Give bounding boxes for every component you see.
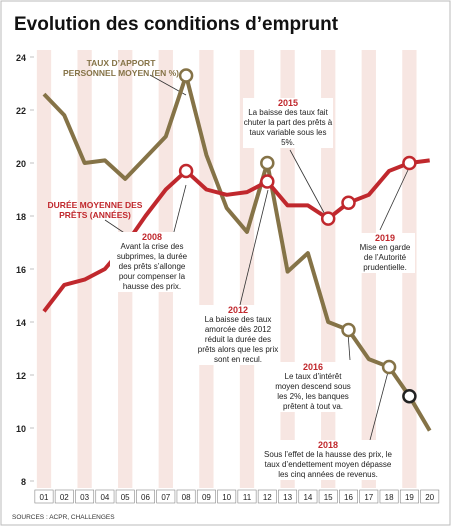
x-tick-label: 06 [141,493,150,502]
annotation-text: Sous l’effet de la hausse des prix, le t… [264,450,392,479]
annotation-title: 2019 [374,233,396,243]
x-tick-label: 08 [182,493,191,502]
y-tick-label: 20 [16,159,26,169]
x-tick-label: 16 [344,493,353,502]
marker [381,359,397,375]
x-tick-label: 07 [161,493,170,502]
y-tick-label: 24 [16,53,26,63]
annotation-text: Avant la crise des subprimes, la durée d… [116,242,188,291]
y-tick-label: 14 [16,318,26,328]
stripe [239,50,255,488]
x-tick-box [136,489,155,504]
annotation: 2008 Avant la crise des subprimes, la dur… [110,232,194,292]
marker [341,195,356,210]
x-tick-label: 01 [40,493,49,502]
x-tick-box [34,489,54,504]
source: SOURCES : ACPR, CHALLENGES [12,514,115,521]
annotation-title: 2018 [317,440,339,450]
leaders [104,74,409,441]
x-tick-label: 19 [405,493,414,502]
x-tick-label: 05 [121,493,130,502]
x-tick-label: 18 [385,493,394,502]
series-line [42,73,432,432]
x-tick-label: 17 [364,493,373,502]
x-tick-box [95,489,115,504]
marker [320,211,336,226]
x-tick-box [278,489,298,504]
x-tick-box [339,489,358,504]
marker [260,174,275,189]
x-tick-label: 14 [303,493,312,502]
y-tick-label: 8 [21,477,26,487]
x-tick-box [196,489,216,504]
x-tick-box [217,489,237,504]
y-tick-label: 12 [16,371,26,381]
annotation-text: Mise en garde de l’Autorité prudentielle… [359,243,411,272]
chart-title: Evolution des conditions d’emprunt [14,14,339,35]
x-tick-label: 20 [425,493,434,502]
marker [341,322,356,338]
x-tick-box [420,489,440,504]
marker [178,68,194,83]
annotation-title: 2015 [277,98,299,108]
annotation: 2012 La baisse des taux amorcée dès 2012 … [196,305,280,365]
marker [178,163,194,179]
annotation-text: Le taux d’intérêt moyen descend sous les… [275,372,351,411]
stripe [36,50,52,488]
annotation-title: 2012 [227,305,249,315]
annotation: 2019 Mise en garde de l’Autorité prudenti… [355,233,415,273]
x-tick-label: 09 [202,493,211,502]
annotation: 2018 Sous l’effet de la hausse des prix, … [263,440,393,480]
x-tick-label: 13 [283,493,292,502]
x-tick-box [54,489,74,504]
annotation-title: 2008 [141,232,163,242]
marker [402,155,417,171]
x-tick-label: 03 [80,493,89,502]
annotation: 2015 La baisse des taux fait chuter la pa… [243,98,333,148]
marker [402,388,417,404]
x-tick-box [298,489,318,504]
stripe [77,50,92,488]
annotation-text: La baisse des taux amorcée dès 2012 rédu… [197,315,279,364]
y-tick-label: 16 [16,265,26,275]
x-tick-box [156,489,176,504]
y-tick-label: 18 [16,212,26,222]
x-tick-box [359,489,379,504]
x-tick-box [115,489,135,504]
series-label: TAUX D’APPORT PERSONNEL MOYEN (EN %) [62,58,180,78]
x-tick-box [379,489,399,504]
x-tick-box [399,489,419,504]
x-tick-box [237,489,257,504]
annotation: 2016 Le taux d’intérêt moyen descend sous… [272,362,354,412]
x-tick-label: 02 [60,493,69,502]
series-line [42,158,430,313]
series-label: DURÉE MOYENNE DES PRÊTS (ANNÉES) [47,200,143,220]
y-tick-label: 22 [16,106,26,116]
x-tick-label: 12 [263,493,272,502]
x-tick-box [257,489,277,504]
annotation-title: 2016 [302,362,324,372]
x-tick-box [318,489,338,504]
x-tick-label: 04 [100,493,109,502]
x-tick-label: 10 [222,493,231,502]
x-tick-label: 11 [243,493,252,502]
stripe [199,50,214,488]
x-tick-box [176,489,196,504]
x-tick-box [75,489,95,504]
annotation-text: La baisse des taux fait chuter la part d… [243,108,333,147]
x-tick-label: 15 [324,493,333,502]
y-tick-label: 10 [16,424,26,434]
marker [260,155,275,171]
